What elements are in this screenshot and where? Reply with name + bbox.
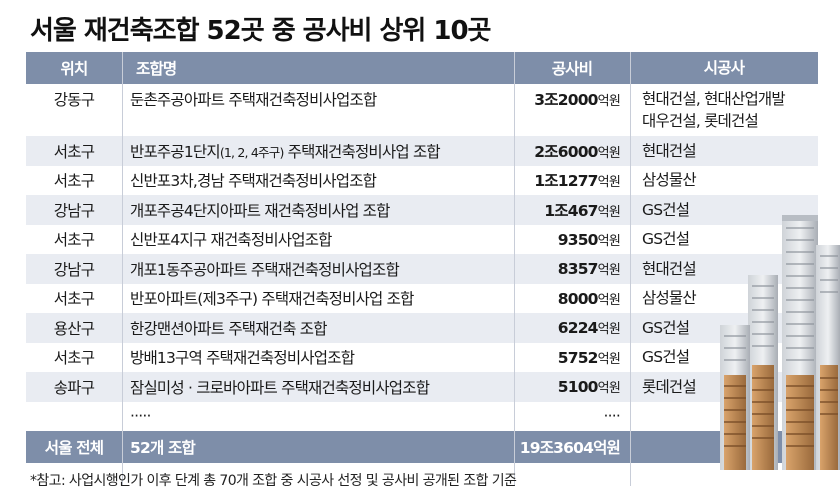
- cost-number: 3조2000: [534, 91, 598, 109]
- table-row: 강남구 개포1동주공아파트 주택재건축정비사업조합 8357억원 현대건설: [26, 254, 818, 284]
- row-cost: 5752억원: [514, 348, 630, 367]
- column-divider: [630, 52, 631, 486]
- row-location: 서초구: [53, 172, 95, 191]
- cost-number: 5752: [557, 348, 599, 367]
- table-row: 서초구 반포주공1단지(1, 2, 4주구) 주택재건축정비사업 조합 2조60…: [26, 136, 818, 166]
- row-contractor: 현대건설: [642, 141, 697, 160]
- header-contractor: 시공사: [703, 59, 745, 77]
- header-cost: 공사비: [551, 60, 593, 78]
- cost-number: 5100: [557, 378, 599, 397]
- footnote: *참고: 사업시행인가 이후 단계 총 70개 조합 중 시공사 선정 및 공사…: [30, 473, 517, 489]
- total-row: 서울 전체 52개 조합 19조3604억원: [26, 431, 818, 463]
- row-cost: 5100억원: [514, 377, 630, 396]
- table-row: 강남구 개포주공4단지아파트 재건축정비사업 조합 1조467억원 GS건설: [26, 195, 818, 225]
- row-name: 둔촌주공아파트 주택재건축정비사업조합: [130, 91, 377, 109]
- cost-unit: 억원: [597, 94, 621, 109]
- apartment-buildings-illustration: [720, 215, 840, 470]
- row-name: 방배13구역 주택재건축정비사업조합: [130, 349, 355, 368]
- table-row: 용산구 한강맨션아파트 주택재건축 조합 6224억원 GS건설: [26, 313, 818, 343]
- row-name-part: 반포주공1단지: [130, 142, 221, 161]
- total-cost: 19조3604억원: [519, 439, 621, 457]
- row-contractor: 삼성물산: [642, 289, 697, 308]
- row-cost: 1조467억원: [514, 199, 630, 221]
- cost-number: 2조6000: [534, 142, 598, 161]
- cost-number: 1조467: [544, 201, 598, 220]
- page-title: 서울 재건축조합 52곳 중 공사비 상위 10곳: [30, 16, 491, 46]
- ellipsis-name: ·····: [130, 407, 151, 426]
- ellipsis-row: ····· ····: [26, 402, 818, 432]
- table-row: 강동구 둔촌주공아파트 주택재건축정비사업조합 3조2000억원 현대건설, 현…: [26, 84, 818, 136]
- contractor-line: 현대건설, 현대산업개발: [642, 90, 786, 108]
- cost-unit: 억원: [597, 263, 621, 279]
- row-contractor: 현대건설: [642, 259, 697, 278]
- row-location: 서초구: [53, 142, 95, 161]
- row-name: 개포1동주공아파트 주택재건축정비사업조합: [130, 260, 400, 279]
- cost-unit: 억원: [597, 233, 621, 249]
- cost-number: 1조1277: [534, 172, 598, 191]
- row-name: 개포주공4단지아파트 재건축정비사업 조합: [130, 201, 390, 220]
- cost-unit: 억원: [597, 145, 621, 161]
- table-row: 서초구 반포아파트(제3주구) 주택재건축정비사업 조합 8000억원 삼성물산: [26, 284, 818, 314]
- row-cost: 8357억원: [514, 259, 630, 278]
- row-cost: 9350억원: [514, 230, 630, 249]
- table-header: 위치 조합명 공사비 시공사: [26, 52, 818, 84]
- row-cost: 2조6000억원: [514, 140, 630, 162]
- row-name: 반포주공1단지(1, 2, 4주구) 주택재건축정비사업 조합: [122, 140, 514, 162]
- row-contractor: GS건설: [642, 200, 690, 219]
- row-name: 신반포3차,경남 주택재건축정비사업조합: [130, 172, 377, 191]
- cost-unit: 억원: [597, 175, 621, 191]
- row-cost: 8000억원: [514, 289, 630, 308]
- cost-table: 위치 조합명 공사비 시공사 강동구 둔촌주공아파트 주택재건축정비사업조합 3…: [26, 52, 818, 463]
- row-name: 한강맨션아파트 주택재건축 조합: [130, 319, 328, 338]
- cost-number: 8000: [557, 289, 599, 308]
- cost-unit: 억원: [597, 292, 621, 308]
- row-name-part: (1, 2, 4주구): [219, 144, 285, 160]
- ellipsis-cost: ····: [603, 407, 620, 426]
- header-name: 조합명: [136, 60, 177, 78]
- row-contractor: 롯데건설: [642, 377, 697, 396]
- table-row: 송파구 잠실미성 · 크로바아파트 주택재건축정비사업조합 5100억원 롯데건…: [26, 372, 818, 402]
- cost-unit: 억원: [597, 381, 621, 397]
- row-location: 강동구: [53, 91, 95, 109]
- row-contractor: GS건설: [642, 230, 690, 249]
- header-location: 위치: [60, 60, 89, 78]
- total-name: 52개 조합: [130, 439, 196, 457]
- row-location: 서초구: [53, 290, 95, 309]
- row-location: 강남구: [53, 201, 95, 220]
- row-location: 서초구: [53, 231, 95, 250]
- row-location: 송파구: [53, 378, 95, 397]
- row-contractor: 삼성물산: [642, 171, 697, 190]
- row-contractor: 현대건설, 현대산업개발 대우건설, 롯데건설: [630, 88, 818, 132]
- table-row: 서초구 방배13구역 주택재건축정비사업조합 5752억원 GS건설: [26, 343, 818, 373]
- row-name: 반포아파트(제3주구) 주택재건축정비사업 조합: [130, 290, 414, 309]
- row-cost: 6224억원: [514, 318, 630, 337]
- row-location: 강남구: [53, 260, 95, 279]
- row-contractor: GS건설: [642, 318, 690, 337]
- row-cost: 1조1277억원: [514, 169, 630, 191]
- row-location: 용산구: [53, 319, 95, 338]
- cost-number: 9350: [557, 230, 599, 249]
- cost-unit: 억원: [597, 322, 621, 338]
- row-name: 잠실미성 · 크로바아파트 주택재건축정비사업조합: [130, 378, 430, 397]
- table-row: 서초구 신반포3차,경남 주택재건축정비사업조합 1조1277억원 삼성물산: [26, 166, 818, 196]
- row-cost: 3조2000억원: [514, 88, 630, 110]
- row-name-part: 주택재건축정비사업 조합: [283, 142, 441, 161]
- total-location: 서울 전체: [44, 439, 104, 457]
- cost-unit: 억원: [597, 204, 621, 220]
- contractor-line: 대우건설, 롯데건설: [642, 112, 759, 130]
- table-row: 서초구 신반포4지구 재건축정비사업조합 9350억원 GS건설: [26, 225, 818, 255]
- column-divider: [514, 52, 515, 486]
- row-contractor: GS건설: [642, 348, 690, 367]
- row-location: 서초구: [53, 349, 95, 368]
- cost-number: 8357: [557, 260, 599, 279]
- column-divider: [122, 52, 123, 486]
- cost-number: 6224: [557, 319, 599, 338]
- row-name: 신반포4지구 재건축정비사업조합: [130, 231, 332, 250]
- cost-unit: 억원: [597, 351, 621, 367]
